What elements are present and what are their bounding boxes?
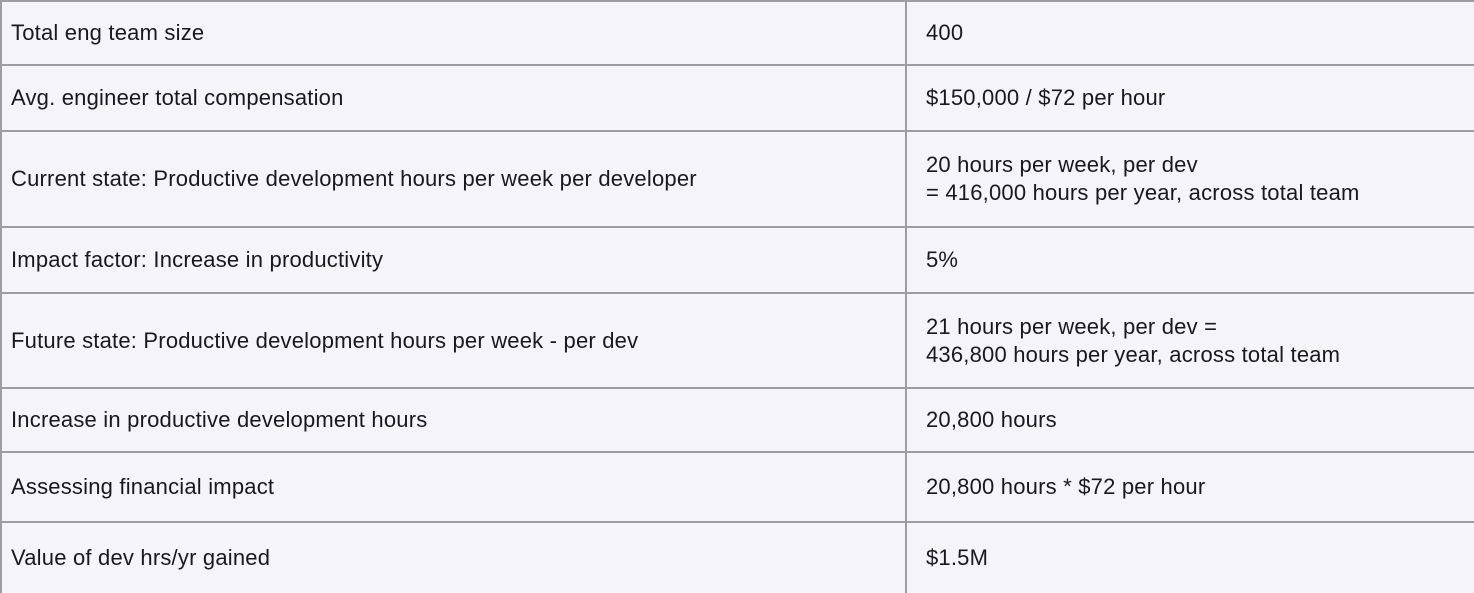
table-row: Avg. engineer total compensation $150,00… [0, 64, 1474, 132]
row-label-cell: Future state: Productive development hou… [0, 292, 907, 389]
row-label-cell: Current state: Productive development ho… [0, 130, 907, 228]
row-value-cell: 20 hours per week, per dev = 416,000 hou… [905, 130, 1474, 228]
table-row: Current state: Productive development ho… [0, 130, 1474, 228]
row-value-cell: $150,000 / $72 per hour [905, 64, 1474, 132]
row-label-cell: Avg. engineer total compensation [0, 64, 907, 132]
row-label-cell: Increase in productive development hours [0, 387, 907, 453]
table-row: Assessing financial impact 20,800 hours … [0, 451, 1474, 523]
table-row: Future state: Productive development hou… [0, 292, 1474, 389]
row-label-cell: Value of dev hrs/yr gained [0, 521, 907, 593]
table-row: Impact factor: Increase in productivity … [0, 226, 1474, 294]
row-value-cell: 400 [905, 0, 1474, 66]
row-label-cell: Impact factor: Increase in productivity [0, 226, 907, 294]
row-label-cell: Total eng team size [0, 0, 907, 66]
table-row: Value of dev hrs/yr gained $1.5M [0, 521, 1474, 593]
table-row: Total eng team size 400 [0, 0, 1474, 66]
row-value-cell: $1.5M [905, 521, 1474, 593]
table-row: Increase in productive development hours… [0, 387, 1474, 453]
row-label-cell: Assessing financial impact [0, 451, 907, 523]
row-value-cell: 20,800 hours * $72 per hour [905, 451, 1474, 523]
row-value-cell: 21 hours per week, per dev = 436,800 hou… [905, 292, 1474, 389]
row-value-cell: 5% [905, 226, 1474, 294]
row-value-cell: 20,800 hours [905, 387, 1474, 453]
